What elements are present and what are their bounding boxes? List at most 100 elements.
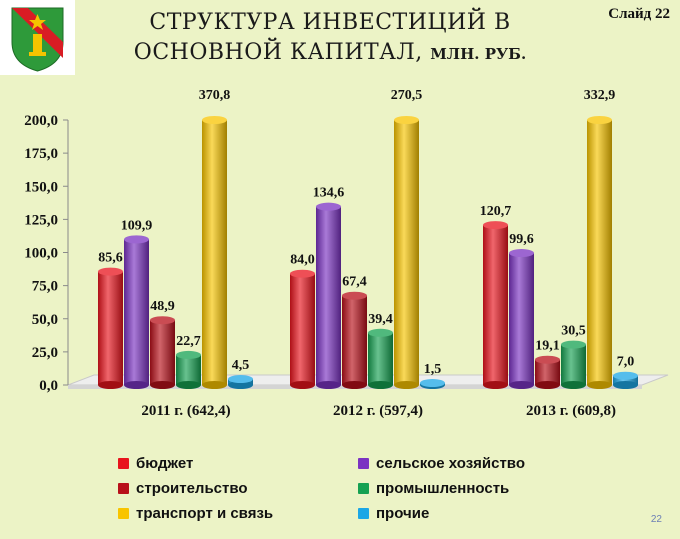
y-tick-label: 175,0 [24,146,58,162]
bar-cap [342,291,367,300]
x-category-label: 2013 г. (609,8) [526,403,616,419]
x-category-label: 2012 г. (597,4) [333,403,423,419]
legend-label: строительство [136,479,248,497]
legend-item: прочие [358,503,578,523]
bar-cap [420,379,445,388]
legend-swatch [118,507,129,519]
bar-6-3 [613,375,638,385]
bar-cap [587,116,612,124]
bar-4-1 [176,354,201,385]
data-label: 19,1 [535,339,560,354]
data-label: 270,5 [391,88,423,103]
chart-legend: бюджет сельское хозяйство строительство про… [118,453,578,523]
y-tick-label: 25,0 [32,345,58,361]
bar-base [98,381,123,389]
bar-4-3 [561,344,586,385]
bar-base [228,381,253,389]
bar-base [150,381,175,389]
bar-base [342,381,367,389]
data-label: 370,8 [199,88,231,103]
bar-3-1 [150,320,175,385]
data-label: 22,7 [176,334,201,349]
bar-2-2 [316,206,341,385]
legend-label: сельское хозяйство [376,454,525,472]
bar-cap [316,202,341,211]
bar-cap [228,375,253,384]
bar-base [124,381,149,389]
bar-cap [150,316,175,325]
bar-3-3 [535,359,560,385]
title-line-1: СТРУКТУРА ИНВЕСТИЦИЙ В [149,10,511,35]
data-label: 120,7 [480,204,512,219]
page-number: 22 [650,514,662,525]
y-tick-label: 0,0 [39,378,58,394]
data-label: 7,0 [617,355,635,370]
bar-cap [124,235,149,244]
bar-2-1 [124,239,149,385]
y-tick-label: 100,0 [24,246,58,262]
bar-cap [290,269,315,278]
bar-cap [613,371,638,380]
bar-base [509,381,534,389]
title-unit: МЛН. РУБ. [430,45,527,63]
bar-5-3 [587,120,612,385]
bar-cap [483,221,508,230]
data-label: 109,9 [121,218,153,233]
bar-base [202,381,227,389]
data-label: 85,6 [98,251,123,266]
data-label: 1,5 [424,362,442,377]
bar-cap [561,340,586,349]
investment-bar-chart: 0,0 25,0 50,0 75,0 100,0 125,0 150,0 175,0 200,0… [24,88,669,419]
y-tick-label: 50,0 [32,312,58,328]
bar-base [316,381,341,389]
bar-4-2 [368,332,393,385]
bar-cap [368,328,393,337]
bar-1-3 [483,225,508,385]
data-label: 84,0 [290,253,315,268]
coat-of-arms-logo [0,0,75,75]
bar-cap [394,116,419,124]
x-category-label: 2011 г. (642,4) [141,403,230,419]
y-tick-label: 150,0 [24,179,58,195]
bar-base [483,381,508,389]
title-line-2-main: ОСНОВНОЙ КАПИТАЛ, [133,40,431,65]
bar-cap [202,116,227,124]
slide-title: СТРУКТУРА ИНВЕСТИЦИЙ В ОСНОВНОЙ КАПИТАЛ,… [100,8,560,69]
data-label: 39,4 [368,312,393,327]
bar-base [535,381,560,389]
bar-cap [509,249,534,258]
legend-swatch [118,457,129,469]
bar-cap [98,267,123,276]
bar-base [613,381,638,389]
bar-base [290,381,315,389]
bar-5-2 [394,120,419,385]
y-tick-label: 200,0 [24,113,58,129]
data-label: 4,5 [232,358,250,373]
y-tick-label: 125,0 [24,212,58,228]
legend-label: промышленность [376,479,510,497]
legend-label: прочие [376,504,430,522]
legend-swatch [118,482,129,494]
bar-1-2 [290,273,315,385]
bar-base [176,381,201,389]
legend-item: бюджет [118,453,358,473]
legend-swatch [358,482,369,494]
bar-2-3 [509,253,534,385]
legend-label: бюджет [136,454,194,472]
legend-swatch [358,457,369,469]
data-label: 99,6 [509,232,534,247]
data-label: 48,9 [150,299,175,314]
slide-label: Слайд 22 [608,6,670,22]
legend-swatch [358,507,369,519]
data-label: 332,9 [584,88,616,103]
bar-base [394,381,419,389]
legend-label: транспорт и связь [136,504,274,522]
bar-base [368,381,393,389]
bar-base [587,381,612,389]
data-label: 67,4 [342,275,367,290]
legend-item: промышленность [358,478,578,498]
data-label: 134,6 [313,186,345,201]
title-line-2: ОСНОВНОЙ КАПИТАЛ, МЛН. РУБ. [100,38,560,69]
legend-item: транспорт и связь [118,503,358,523]
bar-cap [535,355,560,364]
